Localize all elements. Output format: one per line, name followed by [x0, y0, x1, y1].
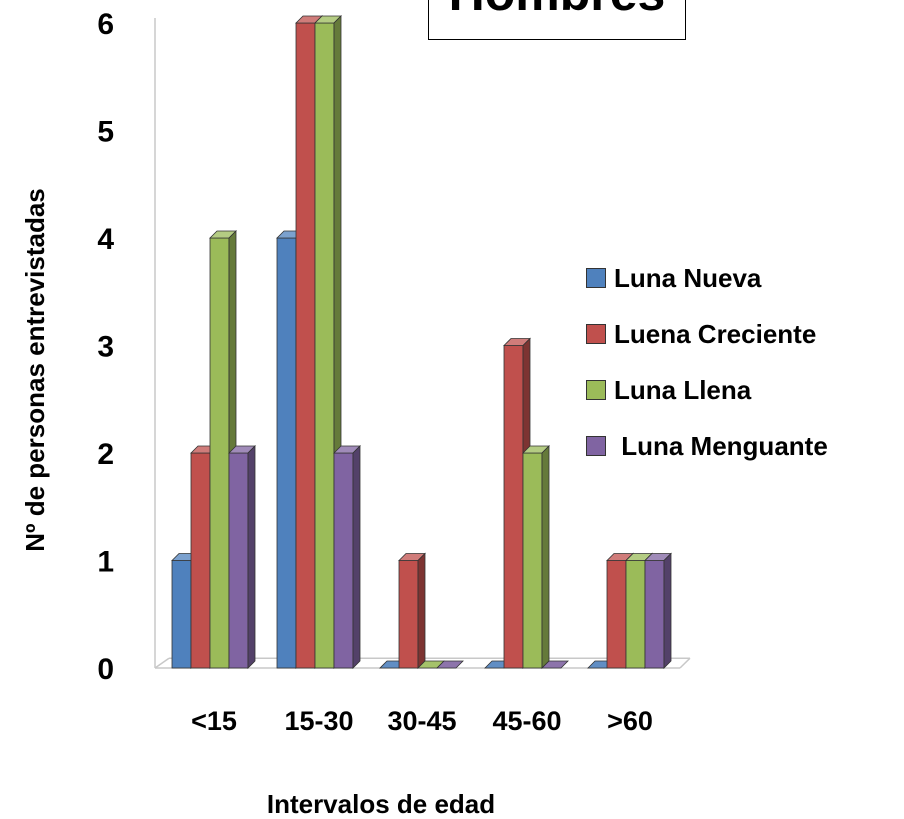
bar-front [625, 560, 646, 669]
bar [522, 445, 550, 669]
bar [398, 552, 426, 669]
y-tick-label: 0 [97, 653, 114, 686]
bar-side [352, 445, 361, 669]
legend-label: Luna Llena [614, 374, 752, 405]
y-tick-label: 1 [97, 546, 114, 579]
x-tick-label: >60 [607, 706, 653, 736]
y-axis-label: Nº de personas entrevistadas [20, 188, 50, 552]
bar [436, 660, 464, 669]
legend-swatch [586, 268, 606, 288]
bar-front [171, 560, 192, 669]
legend-swatch [586, 380, 606, 400]
bar-front [503, 345, 524, 669]
legend-item: Luena Creciente [586, 306, 828, 362]
bar-side [663, 552, 672, 669]
bar-side [247, 445, 256, 669]
floor-edge-left [154, 657, 170, 669]
bar-front [228, 452, 249, 669]
bar-front [314, 22, 335, 669]
bar [541, 660, 569, 669]
floor-edge-right [679, 657, 691, 669]
legend-swatch [586, 436, 606, 456]
chart-title-box: Hombres [428, 0, 686, 40]
bars [171, 15, 672, 669]
bar-front [209, 237, 230, 669]
y-tick-label: 3 [97, 331, 114, 364]
x-axis-label: Intervalos de edad [267, 789, 495, 819]
y-tick-label: 4 [97, 223, 114, 256]
y-tick-label: 5 [97, 116, 114, 149]
bar-top [436, 660, 464, 669]
x-tick-label: 15-30 [284, 706, 353, 736]
legend-label: Luna Menguante [614, 430, 828, 461]
y-tick-labels: 0 1 2 3 4 5 6 [97, 8, 114, 686]
x-tick-label: <15 [191, 706, 237, 736]
bar-front [606, 560, 627, 669]
bar-front [398, 560, 419, 669]
bar-side [417, 552, 426, 669]
bar [333, 445, 361, 669]
bar-front [295, 22, 316, 669]
chart-title: Hombres [429, 0, 685, 19]
legend-swatch [586, 324, 606, 344]
legend-item: Luna Nueva [586, 250, 828, 306]
legend-label: Luena Creciente [614, 318, 817, 349]
x-tick-label: 45-60 [492, 706, 561, 736]
bar [228, 445, 256, 669]
x-tick-labels: <15 15-30 30-45 45-60 >60 [191, 706, 653, 736]
legend-item: Luna Llena [586, 362, 828, 418]
legend-item: Luna Menguante [586, 418, 828, 474]
bar-front [333, 452, 354, 669]
bar-top [541, 660, 569, 669]
bar-front [522, 452, 543, 669]
bar-front [190, 452, 211, 669]
legend: Luna Nueva Luena Creciente Luna Llena Luna… [586, 250, 828, 474]
y-tick-label: 6 [97, 8, 114, 41]
y-tick-label: 2 [97, 438, 114, 471]
bar-front [276, 237, 297, 669]
bar-side [541, 445, 550, 669]
bar-front [644, 560, 665, 669]
bar [644, 552, 672, 669]
legend-label: Luna Nueva [614, 262, 762, 293]
x-tick-label: 30-45 [387, 706, 456, 736]
